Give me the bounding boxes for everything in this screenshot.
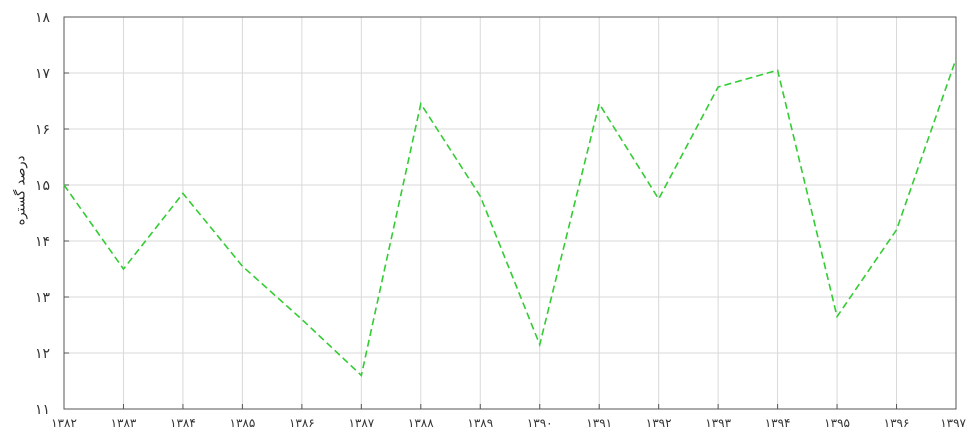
x-tick-label: ۱۳۹۶ [884, 416, 910, 430]
y-tick-label: ۱۶ [35, 122, 50, 138]
y-axis-title: درصد گستره [13, 155, 29, 225]
x-tick-label: ۱۳۸۶ [289, 416, 315, 430]
y-tick-label: ۱۲ [35, 346, 50, 362]
x-tick-label: ۱۳۸۳ [111, 416, 137, 430]
x-tick-label: ۱۳۹۰ [527, 416, 553, 430]
y-tick-label: ۱۱ [35, 402, 50, 418]
series-line [63, 58, 957, 377]
x-tick-label: ۱۳۸۷ [348, 416, 374, 430]
y-tick-label: ۱۸ [35, 10, 51, 26]
x-tick-label: ۱۳۹۴ [765, 416, 791, 430]
plot-background [64, 17, 956, 409]
y-tick-label: ۱۷ [35, 66, 51, 82]
x-tick-label: ۱۳۸۲ [51, 416, 77, 430]
x-tick-label: ۱۳۹۲ [646, 416, 672, 430]
plot-frame [63, 16, 957, 410]
x-tick-label: ۱۳۹۵ [824, 416, 850, 430]
y-axis-title-box: درصد گستره [6, 150, 36, 230]
x-tick-label: ۱۳۸۵ [230, 416, 256, 430]
x-tick-label: ۱۳۸۴ [170, 416, 196, 430]
x-tick-label: ۱۳۹۳ [705, 416, 731, 430]
y-tick-label: ۱۳ [35, 290, 51, 306]
x-tick-label: ۱۳۸۹ [467, 416, 493, 430]
y-tick-label: ۱۵ [35, 178, 50, 194]
x-tick-label: ۱۳۸۸ [408, 416, 434, 430]
x-tick-label: ۱۳۹۷ [940, 416, 966, 430]
y-tick-label: ۱۴ [35, 234, 50, 250]
x-tick-label: ۱۳۹۱ [586, 416, 612, 430]
